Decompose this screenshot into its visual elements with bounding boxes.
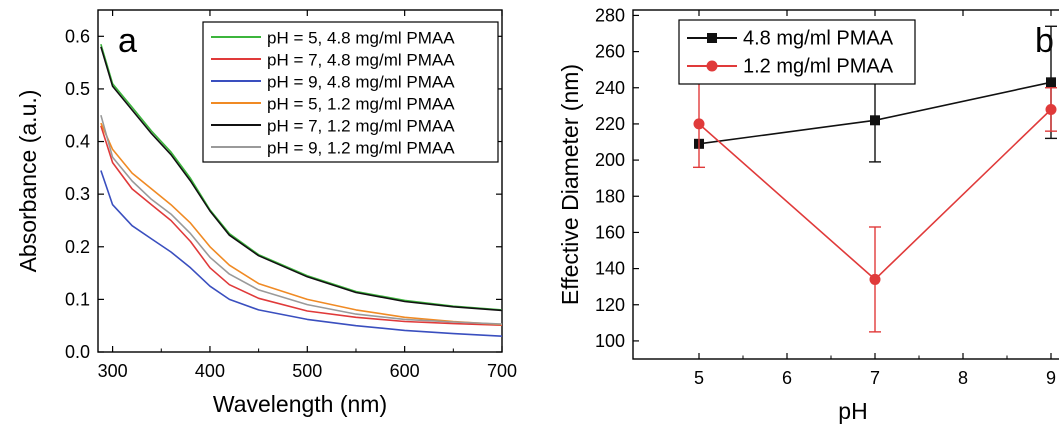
y-tick-label: 280 xyxy=(595,5,625,25)
y-tick-label: 160 xyxy=(595,222,625,242)
x-tick-label: 5 xyxy=(694,368,704,388)
legend-marker-square xyxy=(707,33,717,43)
y-tick-label: 140 xyxy=(595,259,625,279)
series-line-6 xyxy=(100,114,502,325)
y-tick-label: 220 xyxy=(595,114,625,134)
x-tick-label: 6 xyxy=(782,368,792,388)
legend-box xyxy=(202,21,499,163)
x-tick-label: 500 xyxy=(292,361,322,381)
legend-label-5: pH = 7, 1.2 mg/ml PMAA xyxy=(267,117,455,136)
y-tick-label: 0.2 xyxy=(65,237,90,257)
x-tick-label: 400 xyxy=(195,361,225,381)
y-tick-label: 0.4 xyxy=(65,132,90,152)
y-tick-label: 200 xyxy=(595,150,625,170)
series-line-4 xyxy=(100,122,502,326)
legend-marker-circle xyxy=(706,60,718,72)
data-layer xyxy=(100,43,502,337)
legend-box xyxy=(678,19,916,85)
legend-label-1: pH = 5, 4.8 mg/ml PMAA xyxy=(267,29,455,48)
x-tick-label: 300 xyxy=(98,361,128,381)
data-point-square xyxy=(870,115,880,126)
y-tick-label: 240 xyxy=(595,78,625,98)
x-axis-title: Wavelength (nm) xyxy=(213,391,387,417)
plot-frame xyxy=(632,9,1059,360)
series-line-2 xyxy=(100,125,502,326)
panel-label: b xyxy=(1035,22,1054,60)
x-tick-label: 9 xyxy=(1046,368,1056,388)
data-point-circle xyxy=(693,118,705,130)
legend-label-2: 1.2 mg/ml PMAA xyxy=(743,56,894,78)
panel-b-effective-diameter-chart: 5 6 7 8 9 100 120 140 160 180 200 220 240 260 280 pH Eff… xyxy=(557,5,1059,424)
legend-label-2: pH = 7, 4.8 mg/ml PMAA xyxy=(267,51,455,70)
panel-a-absorbance-chart: 300 400 500 600 700 0.0 0.1 0.2 0.3 0.4 0.5 0.6 Wave… xyxy=(15,9,517,417)
y-tick-label: 0.3 xyxy=(65,184,90,204)
data-point-circle xyxy=(1045,103,1057,115)
y-tick-label: 0.0 xyxy=(65,342,90,362)
data-point-circle xyxy=(869,273,881,285)
y-tick-label: 100 xyxy=(595,331,625,351)
data-point-square xyxy=(1046,77,1056,88)
x-axis-title: pH xyxy=(838,398,867,424)
y-tick-label: 180 xyxy=(595,186,625,206)
x-tick-label: 600 xyxy=(390,361,420,381)
y-tick-label: 0.1 xyxy=(65,289,90,309)
series-line-3 xyxy=(100,170,502,337)
y-tick-label: 120 xyxy=(595,295,625,315)
y-tick-label: 260 xyxy=(595,42,625,62)
legend-label-6: pH = 9, 1.2 mg/ml PMAA xyxy=(267,139,455,158)
y-axis-title: Effective Diameter (nm) xyxy=(557,64,583,305)
plot-frame xyxy=(97,9,503,353)
legend-label-1: 4.8 mg/ml PMAA xyxy=(743,28,894,50)
series-line-1 xyxy=(100,43,502,311)
y-tick-label: 0.5 xyxy=(65,79,90,99)
y-axis-title: Absorbance (a.u.) xyxy=(15,90,41,273)
panel-label: a xyxy=(118,22,137,60)
series-line-5 xyxy=(100,46,502,312)
y-tick-label: 0.6 xyxy=(65,26,90,46)
x-tick-label: 8 xyxy=(958,368,968,388)
legend-label-4: pH = 5, 1.2 mg/ml PMAA xyxy=(267,95,455,114)
x-tick-label: 7 xyxy=(870,368,880,388)
legend-label-3: pH = 9, 4.8 mg/ml PMAA xyxy=(267,73,455,92)
x-tick-label: 700 xyxy=(487,361,517,381)
